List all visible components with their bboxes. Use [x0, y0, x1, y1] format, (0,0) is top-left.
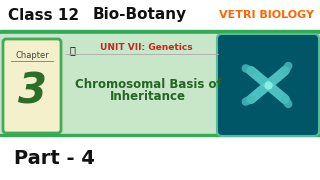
Bar [0, 0, 320, 30]
Text: Inheritance: Inheritance [110, 91, 186, 104]
Text: 3: 3 [18, 71, 46, 113]
FancyBboxPatch shape [3, 39, 61, 133]
Text: Chromosomal Basis of: Chromosomal Basis of [75, 78, 221, 91]
FancyBboxPatch shape [217, 34, 319, 136]
Text: Bio-Botany: Bio-Botany [93, 8, 187, 22]
Text: UNIT VII: Genetics: UNIT VII: Genetics [100, 44, 193, 53]
Bar [0, 136, 320, 180]
Text: Class 12: Class 12 [8, 8, 79, 22]
Text: Chapter: Chapter [15, 51, 49, 60]
Text: Part - 4: Part - 4 [14, 148, 95, 168]
Bar [0, 30, 320, 34]
Text: 🦋: 🦋 [69, 45, 75, 55]
Text: VETRI BIOLOGY: VETRI BIOLOGY [219, 10, 314, 20]
Bar [0, 134, 320, 136]
Bar [0, 34, 320, 136]
